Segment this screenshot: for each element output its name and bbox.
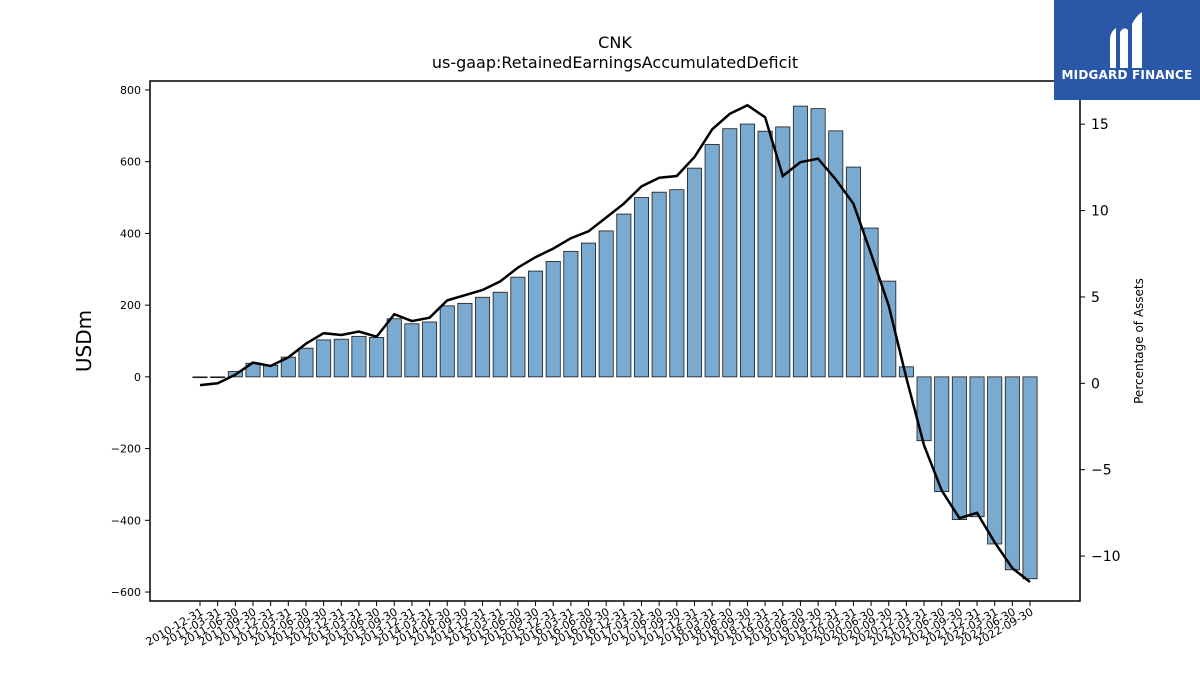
y-tick-label: 0: [134, 371, 141, 384]
bar: [386, 318, 402, 378]
brand-name: MIDGARD FINANCE: [1061, 68, 1193, 82]
bar: [545, 260, 561, 378]
bar: [775, 126, 791, 378]
bar: [422, 321, 438, 378]
bar: [757, 130, 773, 378]
y2-axis-label: Percentage of Assets: [1132, 278, 1146, 404]
bar: [704, 144, 720, 378]
bar: [951, 376, 967, 520]
y-tick-label: 200: [120, 299, 141, 312]
bar: [563, 250, 579, 378]
y-tick-label: −400: [111, 514, 141, 527]
bar: [810, 108, 826, 378]
bar: [634, 197, 650, 378]
bar: [581, 242, 597, 378]
y-tick-label: −600: [111, 586, 141, 599]
right-axis: −10 −5 0 5 10 15: [1080, 117, 1121, 565]
bar: [969, 376, 985, 518]
left-axis: −600 −400 −200 0 200 400 600 800: [111, 84, 150, 599]
bar: [845, 166, 861, 378]
percentage-line: [199, 103, 1031, 583]
bar: [598, 230, 614, 378]
bar: [457, 302, 473, 378]
bar: [1004, 376, 1020, 571]
bar: [333, 338, 349, 378]
y2-tick-label: −10: [1091, 549, 1121, 565]
y-tick-label: −200: [111, 443, 141, 456]
bar: [528, 270, 544, 378]
bar: [298, 347, 314, 378]
bar: [316, 339, 332, 378]
plot-frame: [149, 80, 1081, 602]
brand-logo: MIDGARD FINANCE: [1054, 0, 1200, 100]
chart-title: CNK: [598, 33, 632, 52]
bar: [686, 167, 702, 378]
bar: [492, 291, 508, 378]
bar: [404, 323, 420, 378]
bar: [475, 296, 491, 378]
bar: [369, 337, 385, 378]
y2-tick-label: 15: [1091, 117, 1109, 133]
y-axis-label: USDm: [72, 310, 96, 372]
bar: [1022, 376, 1038, 580]
y-tick-label: 800: [120, 84, 141, 97]
y2-tick-label: 0: [1091, 376, 1100, 392]
bar: [439, 305, 455, 378]
y-tick-label: 600: [120, 156, 141, 169]
bars-group: [192, 105, 1038, 580]
bar: [651, 191, 667, 378]
bar: [722, 128, 738, 378]
bar: [739, 123, 755, 378]
y2-tick-label: 5: [1091, 290, 1100, 306]
bar: [828, 130, 844, 378]
y-tick-label: 400: [120, 227, 141, 240]
bar: [669, 189, 685, 378]
bar: [792, 105, 808, 378]
bar: [881, 280, 897, 378]
bar: [210, 376, 226, 379]
x-axis: 2010-12-312011-03-312011-06-302011-09-30…: [144, 601, 1036, 649]
bar: [192, 376, 208, 379]
midgard-logo-icon: [1110, 12, 1142, 68]
bar: [616, 213, 632, 378]
bar: [351, 335, 367, 378]
chart-subtitle: us-gaap:RetainedEarningsAccumulatedDefic…: [432, 53, 798, 72]
y2-tick-label: 10: [1091, 204, 1109, 220]
bar: [987, 376, 1003, 545]
y2-tick-label: −5: [1091, 463, 1112, 479]
bar: [510, 276, 526, 378]
